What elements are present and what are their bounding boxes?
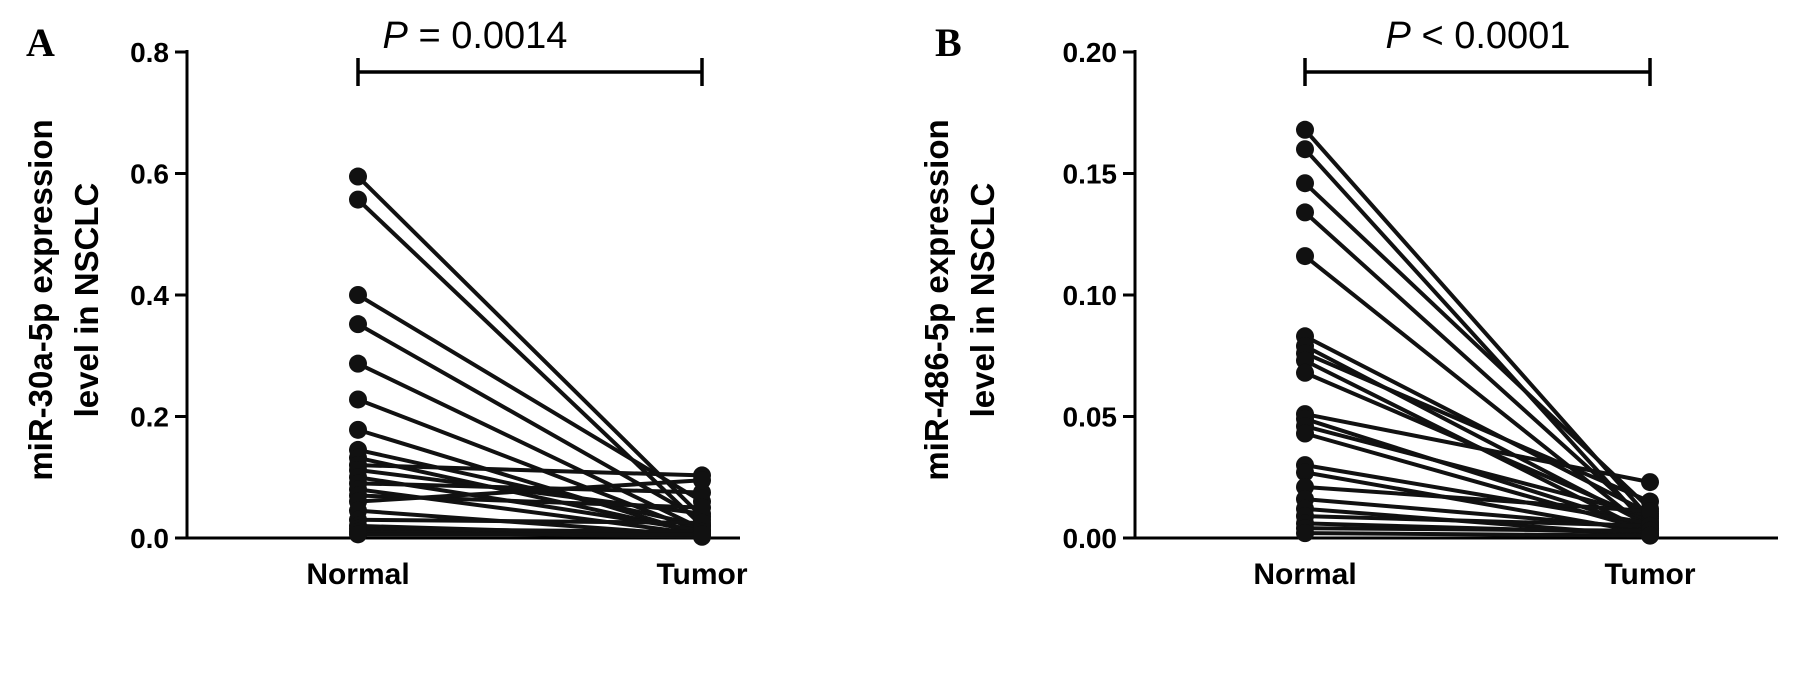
normal-point [349,525,367,544]
p-value-symbol: P [383,15,409,57]
pair-line [1303,210,1652,525]
y-axis-label-line1: miR-486-5p expression [918,119,955,480]
y-axis-label-line1: miR-30a-5p expression [22,119,59,480]
y-tick-label: 0.20 [1063,37,1118,68]
pair-line [1304,424,1651,519]
pair-line [357,361,703,531]
pair-line [1304,412,1651,485]
normal-point [1296,363,1314,382]
pair-line [1304,526,1651,533]
data-points [349,167,711,546]
normal-point [1296,424,1314,443]
pair-line [357,517,703,525]
normal-point [349,190,367,209]
pair-line [357,478,703,504]
p-value-text: = 0.0014 [408,15,568,57]
normal-point [1296,247,1314,266]
tumor-point [1641,473,1659,492]
normal-point [1296,203,1314,222]
y-axis-label-line2: level in NSCLC [68,183,105,418]
pair-line [357,427,703,537]
y-tick-label: 0.6 [130,159,169,190]
p-value-text: < 0.0001 [1411,15,1571,57]
normal-point [349,315,367,334]
normal-point [349,167,367,186]
p-value-label: P = 0.0014 [383,15,568,57]
y-tick-label: 0.0 [130,523,169,554]
normal-point [349,390,367,409]
panel-label: A [26,20,55,65]
y-axis-label-line2: level in NSCLC [964,183,1001,418]
pair-line [357,322,703,522]
y-tick-label: 0.05 [1063,402,1118,433]
pair-line [1304,531,1651,538]
p-value-symbol: P [1386,15,1412,57]
y-tick-label: 0.15 [1063,159,1118,190]
normal-point [1296,120,1314,139]
paired-lines [1303,128,1652,538]
x-category-label: Normal [306,558,409,591]
pair-line [357,397,703,534]
paired-lines [356,175,704,539]
pair-line [1304,463,1651,526]
data-points [1296,120,1659,545]
x-category-label: Normal [1253,558,1356,591]
pair-line [357,526,703,534]
pair-line [1303,181,1652,511]
tumor-point [693,525,711,544]
pair-line [1303,147,1652,530]
normal-point [1296,174,1314,193]
y-tick-label: 0.8 [130,37,169,68]
tumor-point [1641,526,1659,545]
pair-line [1304,417,1651,531]
y-tick-label: 0.2 [130,402,169,433]
pair-line [356,293,704,504]
pair-line [1304,351,1651,504]
pair-line [356,198,704,528]
y-tick-label: 0.4 [130,280,169,311]
normal-point [1296,463,1314,482]
tumor-point [693,471,711,490]
y-tick-label: 0.10 [1063,280,1118,311]
x-category-label: Tumor [1604,558,1695,591]
y-tick-label: 0.00 [1063,523,1118,554]
p-value-label: P < 0.0001 [1386,15,1571,57]
tumor-point [1641,502,1659,521]
pair-line [1304,334,1651,516]
pair-line [356,175,704,519]
pair-line [357,481,703,495]
panel-label: B [935,20,962,65]
x-category-label: Tumor [656,558,747,591]
pair-line [357,463,703,478]
normal-point [1296,524,1314,543]
tumor-point [693,498,711,517]
normal-point [1296,140,1314,159]
pair-line [1304,484,1651,514]
pair-line [1304,514,1651,528]
normal-point [349,354,367,373]
normal-point [349,286,367,304]
normal-point [349,420,367,439]
